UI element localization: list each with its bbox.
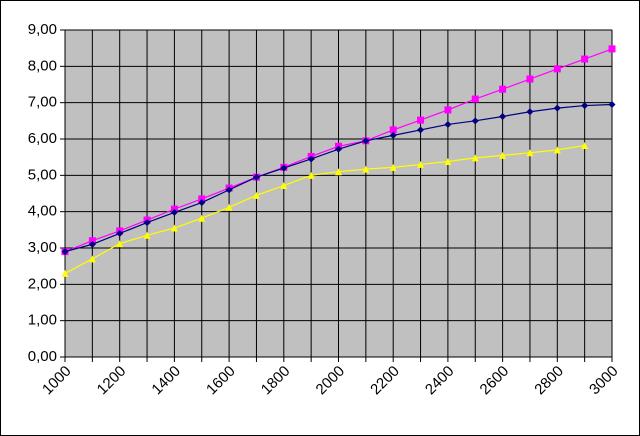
marker <box>499 151 507 159</box>
marker <box>198 199 206 207</box>
y-tick-label: 5,00 <box>28 166 57 183</box>
marker <box>526 108 534 116</box>
marker <box>88 237 96 245</box>
marker <box>335 145 342 153</box>
marker <box>444 106 452 114</box>
marker <box>198 214 206 222</box>
marker <box>307 155 315 163</box>
marker <box>88 240 96 248</box>
marker <box>471 154 479 162</box>
marker <box>170 208 178 216</box>
marker <box>553 104 561 112</box>
y-tick-label: 8,00 <box>28 57 57 74</box>
y-tick-label: 6,00 <box>28 130 57 147</box>
marker <box>307 171 315 179</box>
y-tick-label: 4,00 <box>28 203 57 220</box>
marker <box>499 85 507 93</box>
marker <box>608 45 616 53</box>
marker <box>417 116 425 124</box>
marker <box>198 195 206 203</box>
y-tick-label: 2,00 <box>28 275 57 292</box>
marker <box>553 146 561 154</box>
marker <box>280 164 288 172</box>
marker <box>444 158 452 166</box>
marker <box>471 95 479 103</box>
marker <box>252 173 260 181</box>
y-tick-label: 3,00 <box>28 239 57 256</box>
marker <box>362 165 370 173</box>
marker <box>581 55 589 63</box>
marker <box>553 65 561 73</box>
marker <box>417 126 425 134</box>
marker <box>581 142 589 150</box>
marker <box>116 229 124 237</box>
marker <box>225 186 233 194</box>
marker <box>116 240 124 248</box>
marker <box>335 168 342 176</box>
y-tick-label: 1,00 <box>28 312 57 329</box>
marker <box>225 203 233 211</box>
marker <box>389 131 397 139</box>
y-tick-label: 0,00 <box>28 348 57 365</box>
marker <box>389 126 397 134</box>
marker <box>143 231 151 239</box>
marker <box>143 219 151 227</box>
marker <box>61 269 69 277</box>
marker <box>389 163 397 171</box>
marker <box>444 120 452 128</box>
marker <box>608 100 616 108</box>
y-tick-label: 9,00 <box>28 21 57 38</box>
marker <box>362 137 370 145</box>
marker <box>170 224 178 232</box>
series-line <box>64 144 585 274</box>
marker <box>471 117 479 125</box>
marker <box>417 160 425 168</box>
marker <box>526 75 534 83</box>
marker <box>88 255 96 263</box>
marker <box>499 112 507 120</box>
marker <box>526 149 534 157</box>
marker <box>280 182 288 190</box>
marker <box>581 102 589 110</box>
marker <box>252 191 260 199</box>
y-tick-label: 7,00 <box>28 94 57 111</box>
marker <box>61 248 69 256</box>
